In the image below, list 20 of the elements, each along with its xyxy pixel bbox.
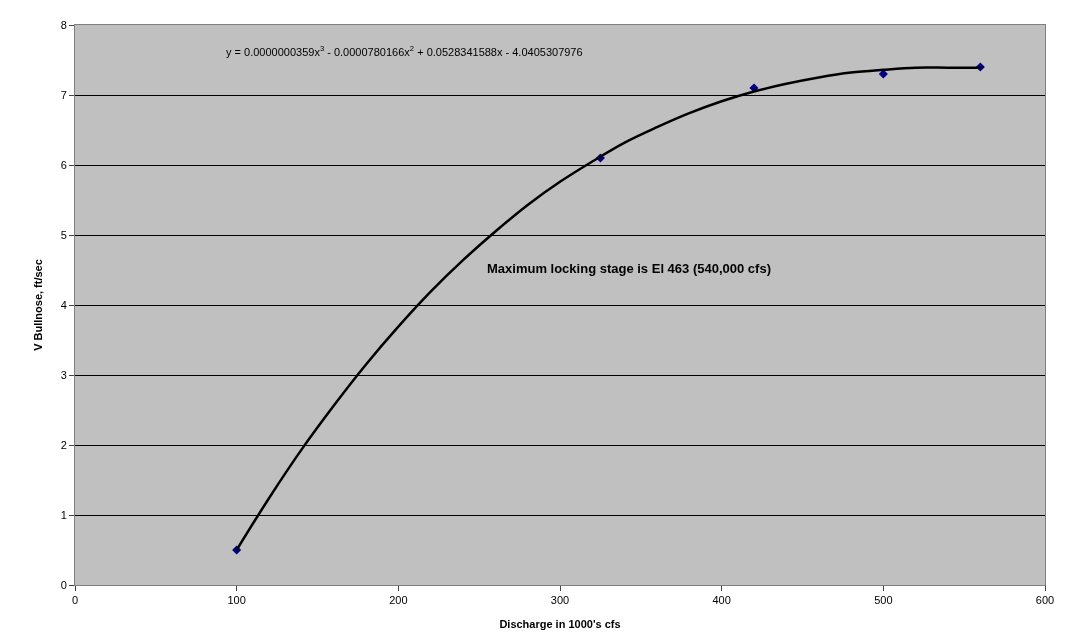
annotation: Maximum locking stage is El 463 (540,000 cfs) — [487, 261, 771, 276]
x-tick-label: 600 — [1035, 594, 1055, 607]
annotation: y = 0.0000000359x$^{3}$ - 0.0000780166x$^{2}$ + 0.0528341588x - 4.0405307976 — [226, 44, 583, 58]
x-tick-label: 100 — [227, 594, 246, 607]
y-tick-label: 3 — [60, 368, 67, 381]
x-tick-label: 300 — [550, 594, 570, 607]
y-tick-label: 2 — [60, 438, 67, 451]
x-tick-label: 0 — [71, 594, 79, 607]
y-tick-label: 5 — [60, 228, 67, 241]
y-tick-label: 7 — [60, 88, 67, 101]
y-tick-label: 6 — [60, 158, 67, 171]
y-tick-label: 0 — [60, 578, 67, 591]
y-tick-label: 8 — [60, 18, 67, 31]
x-tick-label: 200 — [389, 594, 408, 607]
x-tick-label: 500 — [874, 594, 893, 607]
x-axis-title: Discharge in 1000's cfs — [499, 618, 621, 631]
y-tick-label: 1 — [60, 508, 67, 521]
y-tick-label: 4 — [60, 298, 67, 311]
y-axis-title: V Bullnose, ft/sec — [32, 259, 45, 351]
x-tick-label: 400 — [712, 594, 731, 607]
